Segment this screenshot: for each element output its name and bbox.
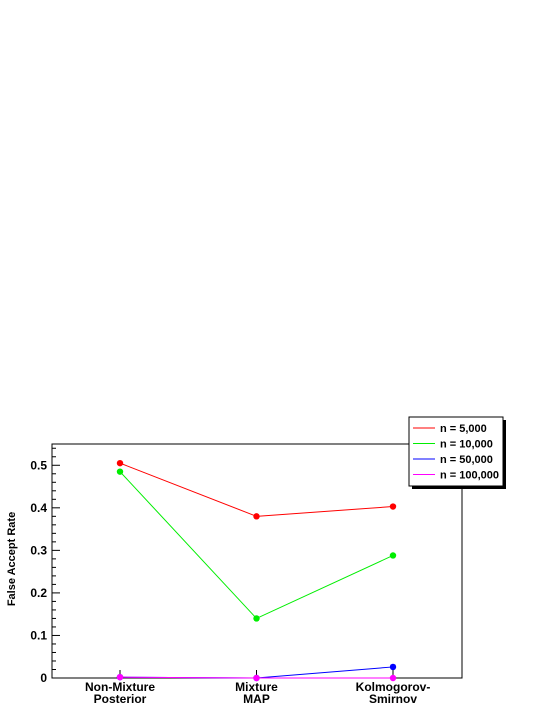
legend-label: n = 10,000 [440,439,493,451]
x-category-label: Smirnov [369,692,417,706]
series [116,459,397,520]
y-tick-label: 0.1 [30,628,47,642]
y-tick-label: 0.4 [30,501,47,515]
y-axis: 0 0.1 0.2 0.3 0.4 0.5 [30,447,60,685]
series [116,468,397,622]
legend-label: n = 100,000 [440,470,499,482]
data-point [389,552,397,559]
legend: n = 5,000 n = 10,000 n = 50,000 n = 100,000 [408,416,506,489]
series [116,673,397,682]
data-point [116,459,124,467]
plot-area [51,443,463,679]
series-layer [116,459,397,682]
y-tick-label: 0.3 [30,543,47,557]
x-category-label: Mixture [235,680,278,694]
y-tick-label: 0 [40,671,47,685]
x-category-label: Kolmogorov- [356,680,431,694]
data-point [389,674,397,682]
data-point [389,663,397,671]
y-axis-title: False Accept Rate [6,512,18,606]
series-line [119,462,394,517]
data-point [389,503,397,510]
legend-label: n = 50,000 [440,454,493,466]
data-point [253,615,260,622]
legend-label: n = 5,000 [440,423,487,435]
data-point [116,468,124,475]
data-point [253,513,260,520]
series-line [119,471,394,620]
data-point [116,673,124,681]
y-tick-label: 0.2 [30,586,47,600]
x-category-label: MAP [243,692,270,706]
x-category-label: Non-Mixture [85,680,155,694]
x-category-label: Posterior [94,692,147,706]
y-tick-label: 0.5 [30,458,47,472]
data-point [253,674,260,682]
